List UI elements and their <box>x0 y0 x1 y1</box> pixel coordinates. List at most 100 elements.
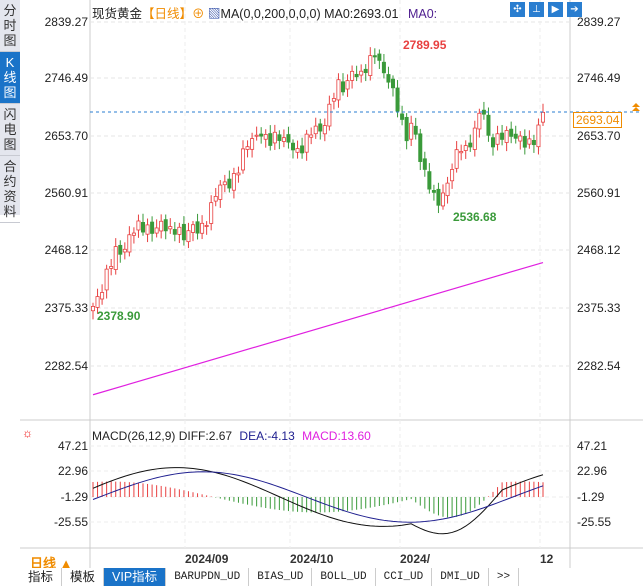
price-tick-right: 2653.70 <box>577 129 621 143</box>
indicator-tab[interactable]: DMI_UD <box>432 568 489 586</box>
current-price-tag: 2693.04 <box>573 112 623 128</box>
candle-body <box>213 196 218 202</box>
price-tick-right: 2468.12 <box>577 243 621 257</box>
candle-body <box>91 305 96 312</box>
ma0-label: MA0: <box>407 7 438 21</box>
candle-body <box>400 113 405 120</box>
crosshair-icon[interactable]: ⊕ <box>192 7 205 21</box>
chart-toolbar: ✣ ⊥ ▶ ➔ <box>510 2 582 17</box>
candle-body <box>372 55 377 58</box>
candle-body <box>340 81 345 93</box>
period-label[interactable]: 【日线】 <box>142 7 193 21</box>
candle-body <box>431 190 436 193</box>
candle-body <box>127 234 132 253</box>
price-tick-left: 2282.54 <box>44 359 88 373</box>
macd-tick-right: -25.55 <box>577 515 612 529</box>
start-annotation: 2378.90 <box>97 309 141 323</box>
indicator-tab[interactable]: BIAS_UD <box>249 568 313 586</box>
price-tick-right: 2282.54 <box>577 359 621 373</box>
macd-diff: DIFF:2.67 <box>178 429 233 443</box>
candle-body <box>186 230 191 243</box>
indicator-tab[interactable]: 指标 <box>20 568 63 586</box>
candle-body <box>472 127 477 150</box>
candle-body <box>490 137 495 148</box>
candle-body <box>477 112 482 130</box>
candle-body <box>354 73 359 78</box>
candle-body <box>254 134 259 137</box>
candle-body <box>304 133 309 153</box>
candle-body <box>527 138 532 145</box>
indicator-tab[interactable]: BOLL_UD <box>312 568 376 586</box>
candle-body <box>318 123 323 132</box>
sidebar-tab[interactable]: 合约资料 <box>0 156 20 223</box>
indicator-tab[interactable]: >> <box>488 568 520 586</box>
chart-header: 现货黄金【日线】⊕ ▧MA(0,0,200,0,0,0) MA0:2693.01… <box>92 3 437 22</box>
price-tick-right: 2746.49 <box>577 71 621 85</box>
candle-body <box>277 134 282 141</box>
candle-body <box>177 226 182 235</box>
candle-body <box>163 219 168 232</box>
candle-body <box>504 130 509 143</box>
candle-body <box>268 133 273 146</box>
candle-body <box>509 128 514 137</box>
candle-body <box>195 221 200 234</box>
indicator-tab[interactable]: VIP指标 <box>104 568 167 586</box>
ma200-line <box>92 261 544 396</box>
exit-icon[interactable]: ➔ <box>567 2 582 17</box>
indicator-tab[interactable]: 模板 <box>62 568 105 586</box>
candle-body <box>250 138 255 150</box>
settings-sun-icon[interactable]: ☼ <box>22 426 33 440</box>
symbol-name: 现货黄金 <box>92 7 143 21</box>
candle-body <box>181 223 186 241</box>
candle-body <box>395 87 400 112</box>
sidebar-tab[interactable]: K线图 <box>0 52 20 104</box>
candle-body <box>295 148 300 153</box>
indicator-tabs: 指标 模板 VIP指标 BARUPDN_UD BIAS_UD BOLL_UD CCI_UD D… <box>20 568 520 586</box>
period-selector[interactable]: 日线 ▲ <box>30 556 73 571</box>
candle-body <box>377 53 382 61</box>
candle-body <box>368 55 373 76</box>
candle-body <box>345 80 350 90</box>
candle-body <box>386 74 391 83</box>
candle-body <box>486 114 491 136</box>
macd-header: MACD(26,12,9) DIFF:2.67 DEA:-4.13 MACD:1… <box>92 429 371 443</box>
candle-body <box>440 192 445 207</box>
candle-body <box>518 135 523 142</box>
time-tick: 2024/10 <box>290 552 334 566</box>
candle-body <box>495 133 500 145</box>
range-icon[interactable]: ⊥ <box>529 2 544 17</box>
candle-body <box>113 246 118 270</box>
sidebar-tab[interactable]: 分时图 <box>0 0 20 52</box>
candle-body <box>131 232 136 236</box>
candle-body <box>468 142 473 148</box>
candle-body <box>445 182 450 197</box>
candle-body <box>454 149 459 169</box>
candle-body <box>541 111 546 123</box>
indicator-icon[interactable]: ▧ <box>208 7 221 21</box>
price-tick-left: 2468.12 <box>44 243 88 257</box>
candle-body <box>259 133 264 137</box>
candle-body <box>363 68 368 74</box>
candle-body <box>240 148 245 171</box>
price-tick-right: 2375.33 <box>577 301 621 315</box>
candle-body <box>300 145 305 154</box>
indicator-tab[interactable]: CCI_UD <box>375 568 433 586</box>
candle-body <box>381 61 386 74</box>
candle-body <box>413 125 418 135</box>
diff-line <box>92 467 544 535</box>
sidebar-tab[interactable]: 闪电图 <box>0 104 20 156</box>
macd-tick-left: 47.21 <box>57 439 88 453</box>
candle-body <box>263 134 268 140</box>
candle-body <box>168 226 173 230</box>
price-tick-left: 2375.33 <box>44 301 88 315</box>
time-tick: 2024/09 <box>185 552 229 566</box>
dea-line <box>92 471 544 523</box>
candle-body <box>459 151 464 154</box>
macd-tick-left: 22.96 <box>57 464 88 478</box>
indicator-tab[interactable]: BARUPDN_UD <box>166 568 250 586</box>
play-icon[interactable]: ▶ <box>548 2 563 17</box>
low-annotation: 2536.68 <box>453 210 497 224</box>
candle-body <box>204 225 209 227</box>
move-icon[interactable]: ✣ <box>510 2 525 17</box>
